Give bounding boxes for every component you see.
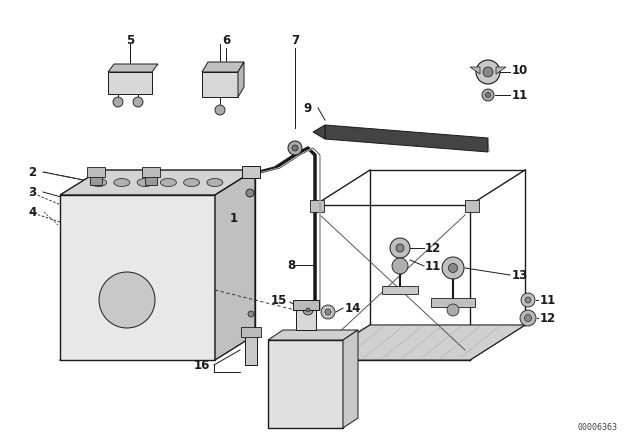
- Circle shape: [520, 310, 536, 326]
- Circle shape: [392, 258, 408, 274]
- Circle shape: [447, 304, 459, 316]
- Polygon shape: [215, 170, 255, 360]
- Text: 3: 3: [28, 185, 36, 198]
- Bar: [245, 335, 257, 365]
- Circle shape: [483, 67, 493, 77]
- Text: 11: 11: [540, 293, 556, 306]
- Text: 12: 12: [425, 241, 441, 254]
- Text: 6: 6: [222, 34, 230, 47]
- Text: 4: 4: [28, 206, 36, 219]
- Circle shape: [288, 141, 302, 155]
- Bar: [202, 72, 238, 97]
- Circle shape: [390, 238, 410, 258]
- Circle shape: [321, 305, 335, 319]
- Text: 5: 5: [126, 34, 134, 47]
- Polygon shape: [343, 330, 358, 428]
- Circle shape: [133, 97, 143, 107]
- Text: 14: 14: [345, 302, 362, 314]
- Circle shape: [396, 244, 404, 252]
- Text: 9: 9: [304, 102, 312, 115]
- Polygon shape: [238, 62, 244, 97]
- Circle shape: [482, 89, 494, 101]
- Circle shape: [525, 297, 531, 303]
- Text: 00006363: 00006363: [578, 423, 618, 432]
- Ellipse shape: [184, 178, 200, 186]
- Text: 12: 12: [540, 311, 556, 324]
- Circle shape: [113, 97, 123, 107]
- Circle shape: [99, 272, 155, 328]
- Text: 2: 2: [28, 165, 36, 178]
- Polygon shape: [202, 62, 244, 72]
- Circle shape: [292, 145, 298, 151]
- Bar: [90, 175, 102, 185]
- Text: 15: 15: [271, 293, 287, 306]
- Text: 16: 16: [194, 358, 210, 371]
- Polygon shape: [313, 125, 325, 139]
- Ellipse shape: [91, 178, 107, 186]
- Bar: [382, 286, 418, 294]
- Text: 11: 11: [425, 259, 441, 272]
- Circle shape: [525, 314, 531, 322]
- Text: 1: 1: [230, 211, 238, 224]
- Polygon shape: [60, 170, 255, 195]
- Circle shape: [521, 293, 535, 307]
- Bar: [242, 166, 260, 178]
- Polygon shape: [60, 195, 215, 360]
- Polygon shape: [470, 67, 480, 74]
- Bar: [142, 167, 160, 177]
- Circle shape: [449, 263, 458, 272]
- Circle shape: [306, 308, 310, 312]
- Bar: [431, 298, 475, 307]
- Ellipse shape: [207, 178, 223, 186]
- Text: 7: 7: [291, 34, 299, 47]
- Ellipse shape: [114, 178, 130, 186]
- Ellipse shape: [161, 178, 177, 186]
- Polygon shape: [496, 67, 506, 74]
- Ellipse shape: [137, 178, 153, 186]
- Circle shape: [215, 105, 225, 115]
- Bar: [268, 340, 343, 428]
- Text: 11: 11: [512, 89, 528, 102]
- Bar: [241, 327, 261, 337]
- Bar: [145, 175, 157, 185]
- Circle shape: [303, 305, 313, 315]
- Text: 8: 8: [287, 258, 295, 271]
- Polygon shape: [268, 330, 358, 340]
- Text: 13: 13: [512, 268, 528, 281]
- Polygon shape: [315, 325, 525, 360]
- Circle shape: [325, 309, 331, 315]
- Text: 10: 10: [512, 64, 528, 77]
- Bar: [296, 308, 316, 330]
- Bar: [310, 200, 324, 212]
- Circle shape: [486, 92, 490, 98]
- Bar: [465, 200, 479, 212]
- Polygon shape: [325, 125, 488, 152]
- Circle shape: [442, 257, 464, 279]
- Bar: [293, 300, 319, 310]
- Circle shape: [476, 60, 500, 84]
- Bar: [87, 167, 105, 177]
- Circle shape: [246, 189, 254, 197]
- Bar: [108, 72, 152, 94]
- Polygon shape: [108, 64, 158, 72]
- Circle shape: [248, 311, 254, 317]
